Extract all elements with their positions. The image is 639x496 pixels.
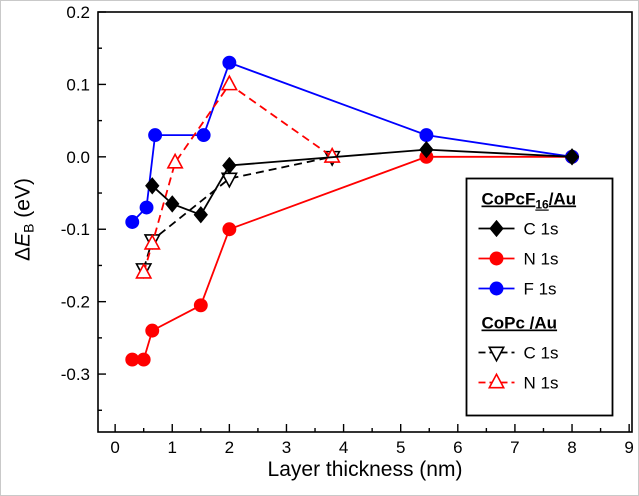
diamond-marker — [222, 156, 237, 175]
x-axis-label: Layer thickness (nm) — [267, 458, 463, 481]
diamond-marker — [165, 195, 180, 213]
circle-marker — [148, 128, 163, 143]
x-tick-label: 2 — [225, 438, 234, 457]
y-axis-label: ΔEB (eV) — [12, 165, 37, 275]
triangle-up-marker — [487, 372, 506, 389]
x-tick-label: 1 — [168, 438, 177, 457]
circle-marker — [489, 281, 504, 296]
binding-subscript: B — [20, 223, 37, 233]
series-line — [142, 155, 333, 270]
series-copcf16-c1s — [145, 140, 580, 224]
x-tick-label: 3 — [282, 438, 291, 457]
circle-marker — [222, 222, 237, 237]
y-tick-label: 0.0 — [66, 148, 90, 167]
legend-marker — [489, 251, 504, 266]
circle-marker — [125, 352, 140, 367]
circle-marker — [136, 352, 151, 367]
diamond-marker — [564, 148, 580, 166]
x-tick-label: 8 — [567, 438, 576, 457]
x-tick-label: 5 — [396, 438, 405, 457]
x-tick-label: 6 — [453, 438, 462, 457]
circle-marker — [489, 251, 504, 266]
legend-marker — [489, 281, 504, 296]
y-tick-label: 0.2 — [66, 3, 90, 22]
circle-marker — [193, 298, 208, 313]
x-tick-label: 4 — [339, 438, 348, 457]
circle-marker — [139, 200, 154, 215]
circle-marker — [419, 128, 434, 143]
legend-entry-label: N 1s — [524, 374, 559, 393]
legend-group-title: CoPc /Au — [482, 314, 558, 333]
triangle-up-marker — [166, 152, 184, 169]
x-tick-label: 9 — [624, 438, 633, 457]
circle-marker — [196, 128, 211, 143]
diamond-marker — [489, 219, 504, 238]
legend-box — [465, 177, 614, 417]
y-tick-label: -0.1 — [61, 220, 90, 239]
unit-label: (eV) — [11, 178, 35, 224]
y-tick-label: -0.2 — [61, 293, 90, 312]
diamond-marker — [145, 177, 160, 195]
legend-marker — [487, 346, 506, 363]
triangle-up-marker — [143, 233, 161, 250]
series-line — [142, 83, 333, 273]
x-tick-label: 7 — [510, 438, 519, 457]
circle-marker — [125, 215, 140, 229]
triangle-up-marker — [220, 74, 238, 91]
diamond-marker — [193, 206, 208, 224]
legend-entry-label: C 1s — [524, 220, 559, 239]
legend-entry-label: C 1s — [524, 344, 559, 363]
delta-symbol: Δ — [11, 246, 35, 261]
triangle-up-marker — [135, 262, 153, 279]
legend-entry-label: N 1s — [524, 250, 559, 269]
energy-symbol: E — [11, 232, 35, 247]
legend-group-title: CoPcF16/Au — [482, 190, 577, 212]
circle-marker — [222, 55, 237, 70]
triangle-up-marker — [323, 146, 341, 163]
series-copc-n1s — [135, 74, 341, 279]
legend-entry-label: F 1s — [524, 280, 557, 299]
series-copc-c1s — [135, 150, 341, 279]
y-tick-label: 0.1 — [66, 75, 90, 94]
legend-marker — [489, 219, 504, 238]
diamond-marker — [419, 140, 434, 159]
y-tick-label: -0.3 — [61, 365, 90, 384]
x-tick-label: 0 — [110, 438, 119, 457]
legend-marker — [487, 372, 506, 389]
circle-marker — [145, 323, 160, 338]
triangle-down-marker — [487, 346, 506, 363]
plot-border — [97, 11, 633, 433]
